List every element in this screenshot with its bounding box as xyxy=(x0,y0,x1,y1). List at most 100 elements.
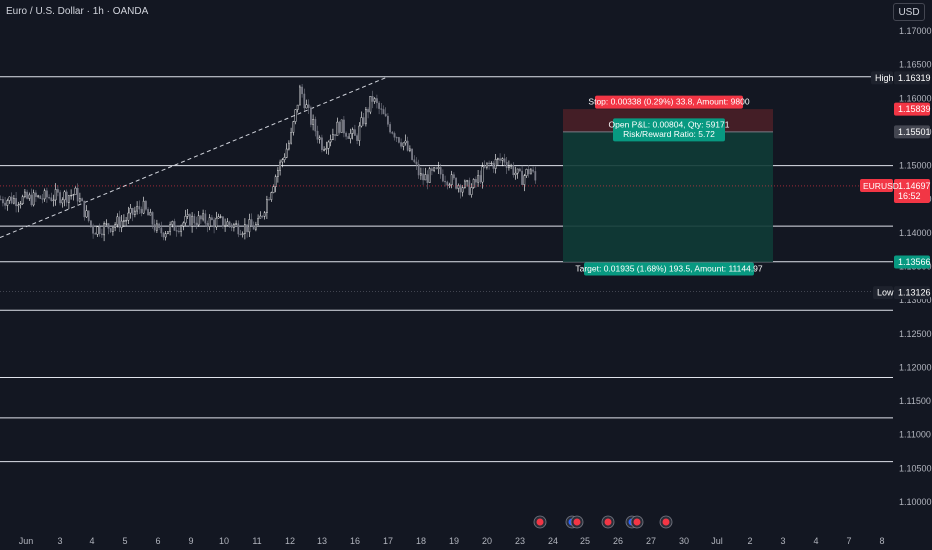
symbol-tag-text: EURUSD xyxy=(863,181,899,191)
x-tick-label: 27 xyxy=(646,536,656,546)
candle-body xyxy=(369,96,372,113)
candle-body xyxy=(292,121,295,133)
candle-body xyxy=(246,224,248,233)
candle-body xyxy=(67,195,70,203)
candle-body xyxy=(376,98,378,104)
candle-body xyxy=(277,170,279,177)
y-tick-label: 1.16500 xyxy=(899,60,932,70)
candle-body xyxy=(387,115,389,125)
pnl-label-box xyxy=(613,118,725,142)
candle-body xyxy=(398,137,400,143)
candle-body xyxy=(395,137,398,139)
candle-body xyxy=(263,212,266,217)
candle-body xyxy=(435,167,438,169)
candle-body xyxy=(228,221,231,225)
candle-body xyxy=(17,204,20,207)
candle-body xyxy=(243,224,246,234)
candle-body xyxy=(413,159,416,163)
candle-body xyxy=(444,180,446,183)
candle-body xyxy=(213,219,215,228)
candle-body xyxy=(164,233,167,238)
candle-body xyxy=(481,166,484,183)
candle-body xyxy=(358,125,361,141)
candle-body xyxy=(422,173,424,181)
candle-body xyxy=(479,175,482,183)
x-tick-label: 4 xyxy=(89,536,94,546)
candle-body xyxy=(74,187,77,195)
candle-body xyxy=(4,202,7,206)
low-tag-text: Low xyxy=(877,288,894,298)
x-tick-label: 11 xyxy=(252,536,261,546)
candle-body xyxy=(35,192,37,197)
candle-body xyxy=(105,223,108,225)
candle-body xyxy=(127,212,130,221)
y-tick-label: 1.15000 xyxy=(899,161,932,171)
candle-body xyxy=(523,175,526,185)
low-badge xyxy=(894,286,930,300)
candle-body xyxy=(336,121,339,136)
x-tick-label: 12 xyxy=(285,536,295,546)
candle-body xyxy=(241,233,244,235)
x-tick-label: 20 xyxy=(482,536,492,546)
candle-body xyxy=(257,218,259,225)
candle-body xyxy=(24,191,26,197)
candle-body xyxy=(266,199,268,213)
candle-body xyxy=(177,230,180,233)
candle-body xyxy=(439,167,442,175)
target-zone xyxy=(563,131,773,263)
candle-body xyxy=(248,219,251,233)
candle-body xyxy=(442,174,444,182)
candle-body xyxy=(221,216,224,227)
candle-body xyxy=(50,197,53,201)
candle-body xyxy=(431,168,433,171)
candle-body xyxy=(133,210,136,215)
candle-body xyxy=(226,221,229,226)
candle-body xyxy=(367,109,369,113)
candle-body xyxy=(362,117,365,125)
candle-body xyxy=(166,231,169,234)
candle-body xyxy=(373,98,376,102)
candle-body xyxy=(453,174,455,179)
candle-body xyxy=(411,148,413,160)
candle-body xyxy=(382,109,385,115)
candle-body xyxy=(204,213,207,224)
high-tag-box xyxy=(871,71,893,85)
candle-body xyxy=(217,216,220,219)
candle-body xyxy=(43,190,46,200)
candle-body xyxy=(199,215,202,220)
candle-body xyxy=(450,174,453,186)
candle-body xyxy=(327,141,330,149)
candle-body xyxy=(142,200,145,214)
event-flag-dot xyxy=(662,518,670,526)
x-tick-label: 10 xyxy=(219,536,229,546)
candle-body xyxy=(103,223,106,236)
candle-body xyxy=(85,210,88,218)
candle-body xyxy=(321,137,323,150)
candle-body xyxy=(26,191,28,199)
candle-body xyxy=(457,185,460,189)
candle-body xyxy=(138,206,141,210)
y-tick-label: 1.12000 xyxy=(899,362,932,372)
currency-button[interactable]: USD xyxy=(893,3,925,21)
candle-body xyxy=(384,113,387,117)
candle-body xyxy=(380,108,383,110)
low-value: 1.13126 xyxy=(898,288,931,298)
candle-body xyxy=(10,196,13,204)
candle-body xyxy=(499,158,501,161)
candle-body xyxy=(334,134,336,136)
candle-body xyxy=(426,174,429,183)
candle-body xyxy=(30,194,33,206)
candle-body xyxy=(338,121,341,133)
candle-body xyxy=(195,222,198,226)
y-tick-label: 1.10500 xyxy=(899,463,932,473)
stop-badge xyxy=(894,102,930,116)
target-label-text: Target: 0.01935 (1.68%) 193.5, Amount: 1… xyxy=(575,264,763,274)
candle-body xyxy=(252,225,255,230)
x-tick-label: 19 xyxy=(449,536,459,546)
candle-body xyxy=(46,190,48,198)
event-flag-dot xyxy=(536,518,544,526)
candle-body xyxy=(468,180,471,195)
candle-body xyxy=(57,189,59,193)
candle-body xyxy=(323,149,325,151)
